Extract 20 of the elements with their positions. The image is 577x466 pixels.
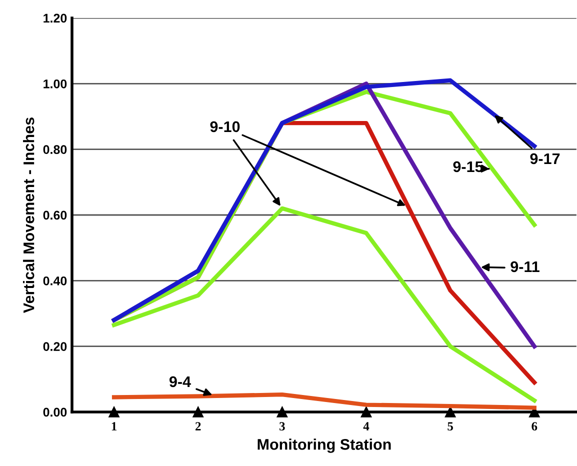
y-tick-label: 1.20 [44,14,67,23]
series-label: 9-17 [530,153,560,164]
series-label: 9-4 [169,376,191,388]
y-axis-title: Vertical Movement - Inches [23,118,34,313]
line-series [112,392,536,410]
series-label: 9-11 [510,261,540,272]
y-tick-label: 0.60 [43,210,67,220]
y-tick-label: 0.20 [43,342,67,351]
y-tick-label: 0.80 [43,145,67,154]
x-tick-label: 3 [280,422,285,431]
x-tick-label: 5 [448,422,453,431]
y-tick-label: 0.00 [43,408,67,417]
x-tick-label: 1 [112,422,117,430]
y-tick-label: 1.00 [44,79,67,88]
y-tick-label: 0.40 [43,276,67,286]
x-tick-label: 6 [532,422,538,431]
x-tick-label: 4 [363,422,370,430]
x-tick-label: 2 [196,422,201,430]
text: 9-10 [210,121,240,132]
x-axis-title: Monitoring Station [258,438,391,453]
